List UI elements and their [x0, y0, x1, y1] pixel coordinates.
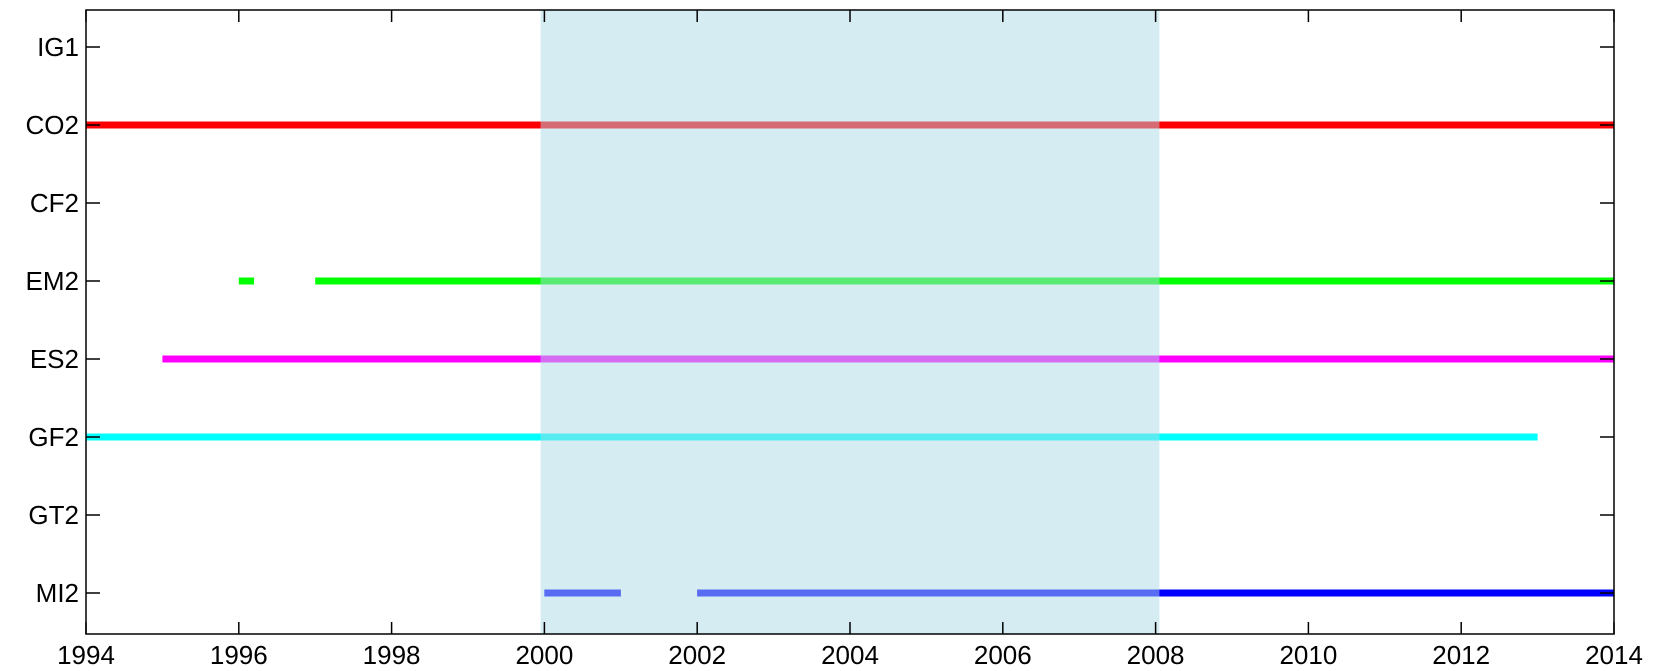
x-tick-label-1996: 1996: [210, 640, 268, 670]
x-tick-label-1998: 1998: [363, 640, 421, 670]
x-tick-label-2012: 2012: [1432, 640, 1490, 670]
y-category-label-cf2: CF2: [30, 188, 79, 218]
y-category-label-co2: CO2: [26, 110, 79, 140]
x-tick-label-2014: 2014: [1585, 640, 1643, 670]
x-tick-label-2002: 2002: [668, 640, 726, 670]
y-category-label-gt2: GT2: [28, 500, 79, 530]
x-tick-label-2010: 2010: [1279, 640, 1337, 670]
y-category-label-es2: ES2: [30, 344, 79, 374]
x-tick-label-2004: 2004: [821, 640, 879, 670]
highlight-band: [540, 10, 1160, 634]
x-tick-label-2000: 2000: [515, 640, 573, 670]
y-category-label-gf2: GF2: [28, 422, 79, 452]
x-tick-label-1994: 1994: [57, 640, 115, 670]
y-category-label-mi2: MI2: [36, 578, 79, 608]
x-tick-label-2006: 2006: [974, 640, 1032, 670]
y-category-label-ig1: IG1: [37, 32, 79, 62]
y-category-label-em2: EM2: [26, 266, 79, 296]
x-tick-label-2008: 2008: [1127, 640, 1185, 670]
